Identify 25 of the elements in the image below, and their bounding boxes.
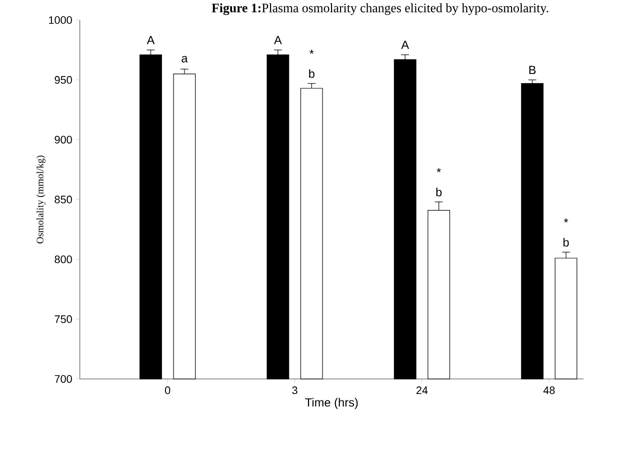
annotation: A — [274, 36, 282, 44]
x-tick-label: 3 — [292, 386, 298, 394]
annotation: A — [401, 40, 410, 49]
y-tick-label: 1000 — [49, 16, 72, 24]
y-axis-title: Osmolality (mmol/kg) — [36, 155, 46, 244]
y-tick-label: 950 — [54, 76, 72, 84]
y-tick-label: 800 — [54, 255, 72, 264]
annotation: b — [309, 69, 314, 78]
y-tick-label: 850 — [54, 196, 72, 204]
y-tick-label: 700 — [54, 374, 72, 383]
annotation: b — [436, 187, 442, 196]
annotation: * — [310, 50, 314, 54]
x-tick-label: 48 — [543, 386, 555, 394]
chart-title: Figure 1:Plasma osmolarity changes elicited by hypo-osmolarity. — [212, 3, 548, 15]
annotation: * — [564, 218, 568, 222]
x-tick-label: 24 — [416, 386, 428, 394]
x-tick-label: 0 — [165, 386, 170, 394]
y-tick-label: 750 — [54, 315, 72, 323]
annotation: a — [182, 56, 188, 62]
annotation: A — [146, 36, 155, 44]
annotation: B — [529, 66, 536, 74]
annotation: * — [436, 168, 441, 172]
annotation: b — [563, 238, 569, 246]
y-tick-label: 900 — [54, 136, 72, 144]
x-axis-title: Time (hrs) — [305, 398, 358, 409]
